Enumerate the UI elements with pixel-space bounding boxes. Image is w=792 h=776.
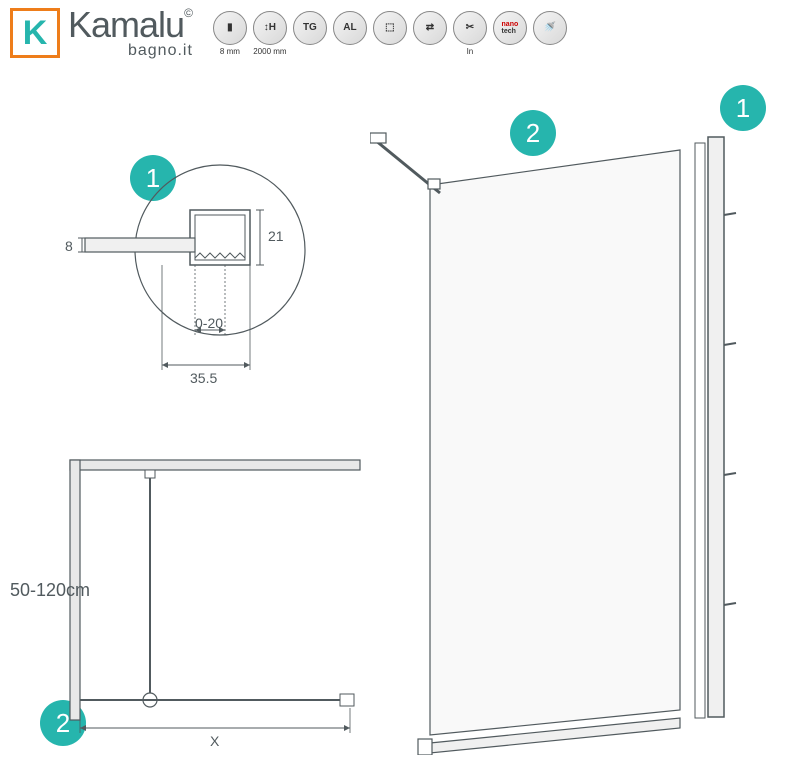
dim-0-20: 0-20	[195, 315, 223, 331]
brand-sub: bagno.it	[68, 43, 193, 59]
spec-circle-icon: 🚿	[533, 11, 567, 45]
spec-circle-icon: TG	[293, 11, 327, 45]
logo-box: K	[10, 8, 60, 58]
logo-letter: K	[23, 14, 48, 53]
spec-circle-icon: nanotech	[493, 11, 527, 45]
dim-8: 8	[65, 238, 73, 254]
spec-icons-row: ▮ 8 mm ↕H 2000 mm TGAL⬚⇄✂ In nanotech🚿	[213, 11, 567, 56]
spec-icon-1: ↕H 2000 mm	[253, 11, 287, 56]
spec-label: 8 mm	[220, 47, 240, 56]
brand-name: Kamalu	[68, 4, 184, 45]
detail-1-drawing	[60, 150, 320, 390]
dim-35-5: 35.5	[190, 370, 217, 386]
main-3d-view	[370, 95, 790, 755]
spec-label: 2000 mm	[253, 47, 286, 56]
spec-icon-6: ✂ In	[453, 11, 487, 56]
spec-icon-3: AL	[333, 11, 367, 47]
spec-label: In	[467, 47, 474, 56]
spec-circle-icon: ✂	[453, 11, 487, 45]
spec-icon-8: 🚿	[533, 11, 567, 47]
spec-icon-0: ▮ 8 mm	[213, 11, 247, 56]
spec-circle-icon: AL	[333, 11, 367, 45]
spec-circle-icon: ↕H	[253, 11, 287, 45]
spec-icon-2: TG	[293, 11, 327, 47]
detail-2-drawing	[50, 450, 370, 740]
spec-circle-icon: ⇄	[413, 11, 447, 45]
dim-x: X	[210, 733, 219, 749]
copyright: ©	[184, 6, 193, 20]
dim-50-120: 50-120cm	[10, 580, 90, 601]
spec-circle-icon: ⬚	[373, 11, 407, 45]
spec-icon-5: ⇄	[413, 11, 447, 47]
spec-circle-icon: ▮	[213, 11, 247, 45]
spec-icon-7: nanotech	[493, 11, 527, 47]
spec-icon-4: ⬚	[373, 11, 407, 47]
brand-block: Kamalu© bagno.it	[68, 7, 193, 59]
header: K Kamalu© bagno.it ▮ 8 mm ↕H 2000 mm TGAL⬚⇄✂…	[10, 8, 782, 58]
dim-21: 21	[268, 228, 284, 244]
